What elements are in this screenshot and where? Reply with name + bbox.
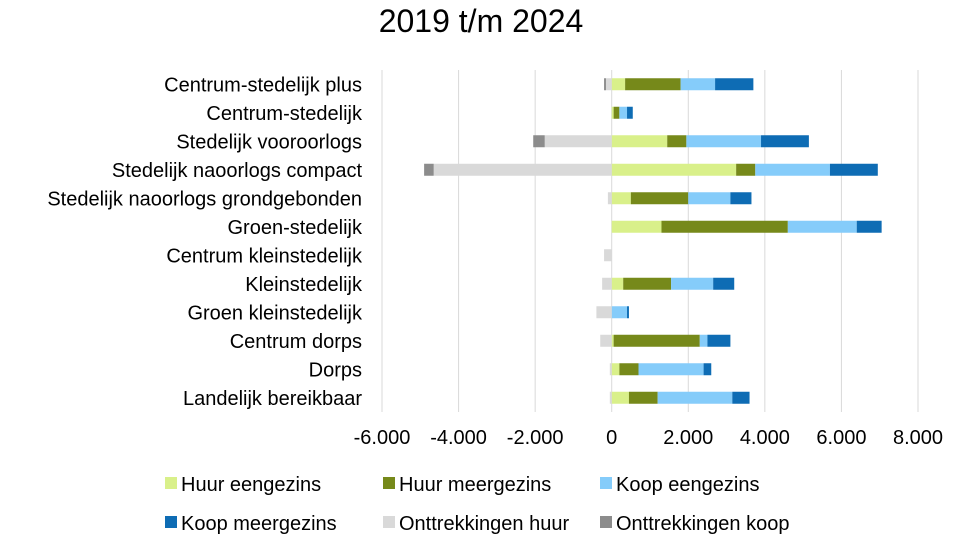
category-labels: Centrum-stedelijk plus Centrum-stedelijk S… bbox=[47, 74, 363, 410]
bar-segment bbox=[730, 192, 752, 205]
legend-label: Onttrekkingen koop bbox=[616, 513, 789, 535]
bar-segment bbox=[613, 106, 620, 119]
bar-segment bbox=[680, 78, 716, 91]
category-label: Groen kleinstedelijk bbox=[187, 302, 363, 324]
chart-title: 2019 t/m 2024 bbox=[379, 3, 584, 39]
legend-label: Huur meergezins bbox=[399, 474, 551, 496]
category-label: Kleinstedelijk bbox=[245, 274, 363, 296]
bar-segment bbox=[755, 163, 830, 176]
bar-segment bbox=[627, 306, 629, 319]
bar-segment bbox=[596, 306, 612, 319]
legend: Huur eengezins Huur meergezins Koop eengez… bbox=[165, 474, 789, 535]
bar-segment bbox=[607, 192, 612, 205]
category-label: Centrum kleinstedelijk bbox=[166, 245, 363, 267]
x-tick-label: 6.000 bbox=[816, 427, 866, 449]
bar-segment bbox=[611, 135, 668, 148]
bar-segment bbox=[732, 391, 750, 404]
bar-segment bbox=[703, 363, 712, 376]
bar-segment bbox=[611, 163, 737, 176]
bar-segment bbox=[688, 192, 731, 205]
bar-segment bbox=[715, 78, 754, 91]
legend-swatch bbox=[165, 477, 177, 489]
bar-segment bbox=[713, 277, 735, 290]
bar-segment bbox=[638, 363, 704, 376]
bar-segment bbox=[611, 106, 614, 119]
legend-swatch bbox=[383, 477, 395, 489]
category-label: Centrum dorps bbox=[230, 331, 362, 353]
legend-swatch bbox=[600, 477, 612, 489]
bar-segment bbox=[602, 277, 612, 290]
bar-segment bbox=[761, 135, 809, 148]
bar-segment bbox=[604, 249, 612, 262]
x-tick-label: -6.000 bbox=[354, 427, 411, 449]
category-label: Stedelijk naoorlogs compact bbox=[112, 160, 363, 182]
category-label: Centrum-stedelijk bbox=[206, 103, 363, 125]
bar-segment bbox=[699, 334, 708, 347]
bar-segment bbox=[611, 277, 624, 290]
bar-segment bbox=[604, 78, 606, 91]
bar-segment bbox=[613, 334, 700, 347]
bar-segment bbox=[533, 135, 545, 148]
bar-segment bbox=[619, 106, 628, 119]
bar-segment bbox=[625, 78, 681, 91]
x-tick-label: -2.000 bbox=[507, 427, 564, 449]
bar-segment bbox=[657, 391, 733, 404]
bar-segment bbox=[605, 78, 612, 91]
legend-label: Koop eengezins bbox=[616, 474, 759, 496]
bar-segment bbox=[600, 334, 612, 347]
bar-segment bbox=[433, 163, 612, 176]
bar-segment bbox=[671, 277, 714, 290]
bar-segment bbox=[611, 78, 626, 91]
legend-swatch bbox=[383, 516, 395, 528]
x-tick-label: 4.000 bbox=[740, 427, 790, 449]
bar-segment bbox=[611, 306, 628, 319]
category-label: Stedelijk vooroorlogs bbox=[176, 131, 362, 153]
bar-segment bbox=[619, 363, 639, 376]
bar-segment bbox=[611, 363, 620, 376]
category-label: Centrum-stedelijk plus bbox=[164, 74, 362, 96]
bar-segment bbox=[707, 334, 731, 347]
bar-segment bbox=[424, 163, 434, 176]
x-tick-label: -4.000 bbox=[430, 427, 487, 449]
bar-segment bbox=[544, 135, 612, 148]
bar-segment bbox=[661, 220, 788, 233]
bar-segment bbox=[611, 391, 629, 404]
bar-segment bbox=[829, 163, 878, 176]
bar-segment bbox=[609, 391, 612, 404]
bar-segment bbox=[611, 220, 662, 233]
legend-swatch bbox=[165, 516, 177, 528]
bar-segment bbox=[856, 220, 882, 233]
legend-label: Onttrekkingen huur bbox=[399, 513, 569, 535]
x-tick-label: 2.000 bbox=[663, 427, 713, 449]
bar-segment bbox=[609, 363, 612, 376]
legend-swatch bbox=[600, 516, 612, 528]
x-axis-ticks: -6.000 -4.000 -2.000 0 2.000 4.000 6.000 8.000 bbox=[354, 427, 943, 449]
bar-segment bbox=[623, 277, 672, 290]
legend-label: Koop meergezins bbox=[181, 513, 337, 535]
bar-segment bbox=[611, 334, 614, 347]
category-label: Groen-stedelijk bbox=[227, 217, 363, 239]
bar-segment bbox=[667, 135, 687, 148]
bar-segment bbox=[787, 220, 857, 233]
bar-segment bbox=[627, 106, 633, 119]
bar-segment bbox=[686, 135, 762, 148]
category-label: Landelijk bereikbaar bbox=[183, 388, 362, 410]
category-label: Dorps bbox=[309, 359, 362, 381]
legend-label: Huur eengezins bbox=[181, 474, 321, 496]
bar-segment bbox=[736, 163, 756, 176]
bar-segment bbox=[630, 192, 689, 205]
bar-segment bbox=[628, 391, 658, 404]
bars bbox=[424, 78, 882, 404]
x-tick-label: 0 bbox=[606, 427, 617, 449]
gridlines bbox=[381, 70, 919, 412]
bar-segment bbox=[611, 192, 631, 205]
category-label: Stedelijk naoorlogs grondgebonden bbox=[47, 188, 362, 210]
x-tick-label: 8.000 bbox=[893, 427, 943, 449]
